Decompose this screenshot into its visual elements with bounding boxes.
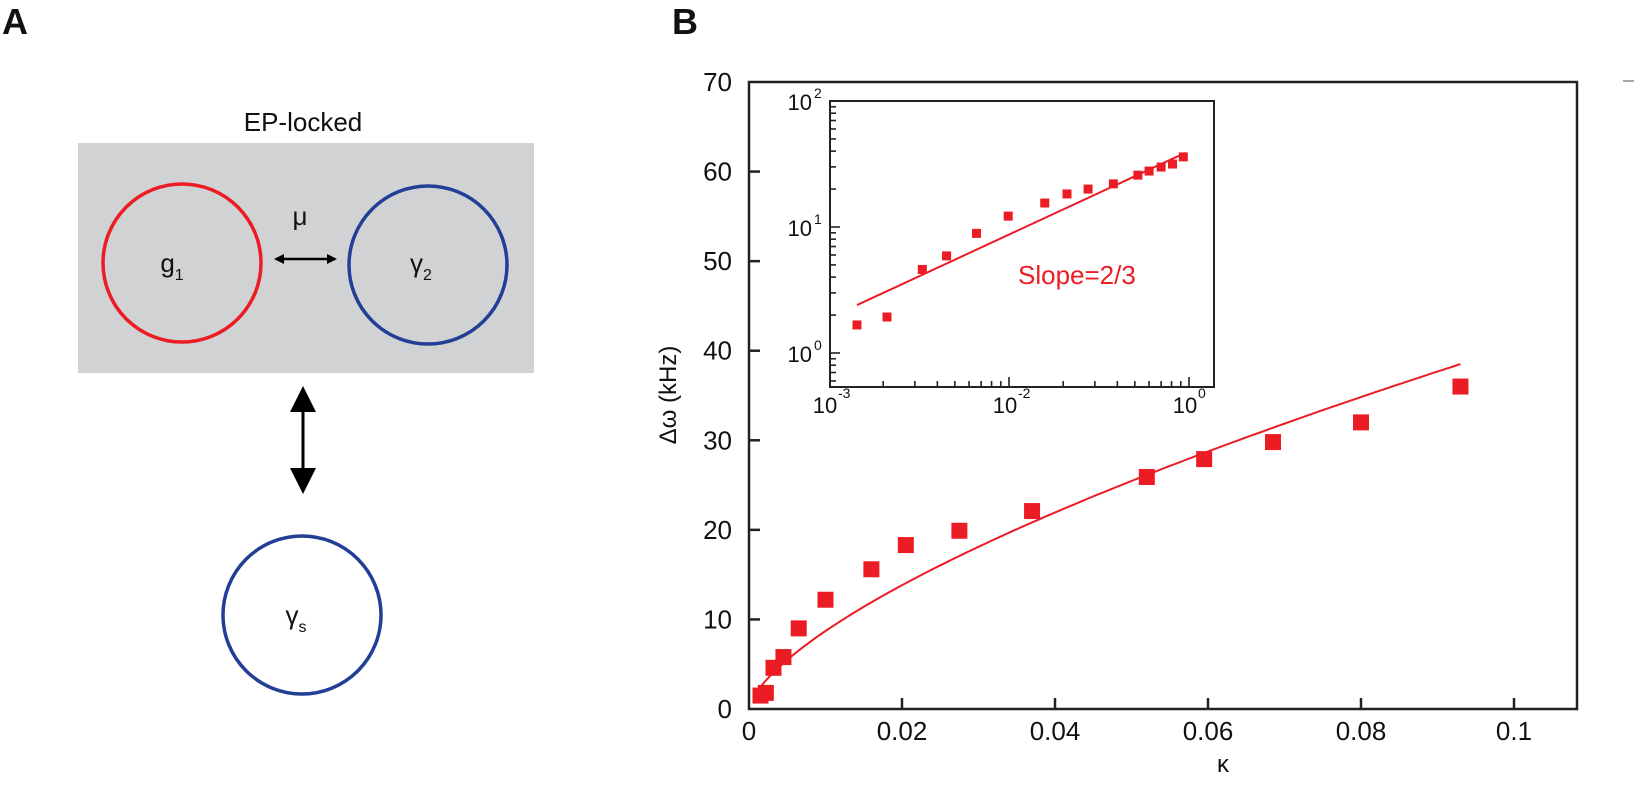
x-tick-label: 0.04 xyxy=(1030,716,1081,746)
inset-y-tick-label: 10 xyxy=(788,342,812,367)
data-point-marker xyxy=(1138,469,1155,486)
inset-data-point-marker xyxy=(852,320,862,330)
main-y-axis-ticks: 0 10 20 30 40 50 60 70 xyxy=(703,67,760,724)
resonator-gamma2-label: γ2 xyxy=(410,248,432,284)
inset-data-point-marker xyxy=(1156,162,1166,172)
data-point-marker xyxy=(790,620,807,637)
inset-x-tick-label: 10 xyxy=(813,393,837,418)
panel-b-label: B xyxy=(672,1,698,42)
inset-plot-frame xyxy=(829,100,1215,388)
data-point-marker xyxy=(951,522,968,539)
inset-data-point-marker xyxy=(1040,198,1050,208)
data-point-marker xyxy=(757,684,774,701)
inset-data-point-marker xyxy=(942,251,952,261)
inset-x-tick-exponent: 0 xyxy=(1198,385,1206,401)
x-tick-label: 0.06 xyxy=(1183,716,1234,746)
x-tick-label: 0.08 xyxy=(1336,716,1387,746)
main-plot-frame xyxy=(747,80,1579,711)
x-tick-label: 0 xyxy=(742,716,756,746)
inset-data-point-marker xyxy=(972,228,982,238)
resonator-g1-circle xyxy=(101,182,263,344)
y-tick-label: 20 xyxy=(703,515,732,545)
y-tick-label: 50 xyxy=(703,246,732,276)
inset-data-point-marker xyxy=(1133,170,1143,180)
data-point-marker xyxy=(1024,503,1041,520)
y-tick-label: 10 xyxy=(703,604,732,634)
inset-y-tick-exponent: 2 xyxy=(814,85,822,101)
inset-data-points xyxy=(852,152,1188,330)
inset-x-tick-exponent: -3 xyxy=(838,385,851,401)
data-point-marker xyxy=(817,591,834,608)
inset-y-tick-label: 10 xyxy=(788,216,812,241)
inset-data-point-marker xyxy=(1062,189,1072,199)
inset-data-point-marker xyxy=(1144,166,1154,176)
data-point-marker xyxy=(863,561,880,578)
inset-y-tick-exponent: 1 xyxy=(814,211,822,227)
resonator-g1-label: g1 xyxy=(160,248,183,284)
main-y-axis-title: Δω (kHz) xyxy=(655,346,682,445)
inset-data-point-marker xyxy=(917,264,927,274)
inset-fit-line xyxy=(856,152,1186,307)
inset-data-point-marker xyxy=(882,312,892,322)
resonator-gamma2-circle xyxy=(347,184,509,346)
main-data-points xyxy=(752,378,1469,704)
ep-locked-title: EP-locked xyxy=(244,107,363,137)
data-point-marker xyxy=(1196,451,1213,468)
main-x-axis-title: κ xyxy=(1217,751,1230,778)
main-fit-curve xyxy=(757,363,1461,691)
inset-x-tick-label: 10 xyxy=(1173,393,1197,418)
resonator-gamma-s-label: γs xyxy=(286,600,307,636)
inset-data-point-marker xyxy=(1168,159,1178,169)
data-point-marker xyxy=(1353,414,1369,431)
inset-y-tick-label: 10 xyxy=(788,90,812,115)
inset-x-tick-exponent: -2 xyxy=(1018,385,1031,401)
data-point-marker xyxy=(775,649,792,666)
resonator-gamma-s-circle xyxy=(221,534,383,696)
inset-x-axis-ticks: 10 -3 10 -2 10 0 xyxy=(813,377,1206,418)
panel-a-label: A xyxy=(2,1,28,42)
inset-x-tick-label: 10 xyxy=(993,393,1017,418)
y-tick-label: 40 xyxy=(703,336,732,366)
main-x-axis-ticks: 0 0.02 0.04 0.06 0.08 0.1 xyxy=(742,698,1532,746)
inset-data-point-marker xyxy=(1108,179,1118,189)
panel-a: A EP-locked g1 μ γ2 γs xyxy=(2,1,534,696)
inset-data-point-marker xyxy=(1083,184,1093,194)
y-tick-label: 0 xyxy=(718,694,732,724)
y-tick-label: 60 xyxy=(703,157,732,187)
y-tick-label: 30 xyxy=(703,425,732,455)
coupling-mu-label: μ xyxy=(293,201,308,231)
inset-data-point-marker xyxy=(1178,152,1188,162)
inset-y-tick-exponent: 0 xyxy=(814,337,822,353)
y-tick-label: 70 xyxy=(703,67,732,97)
data-point-marker xyxy=(1265,434,1282,451)
data-point-marker xyxy=(1452,378,1469,395)
inset-data-point-marker xyxy=(1003,211,1013,221)
x-tick-label: 0.02 xyxy=(877,716,928,746)
x-tick-label: 0.1 xyxy=(1496,716,1532,746)
slope-annotation: Slope=2/3 xyxy=(1018,260,1136,290)
data-point-marker xyxy=(897,537,914,554)
